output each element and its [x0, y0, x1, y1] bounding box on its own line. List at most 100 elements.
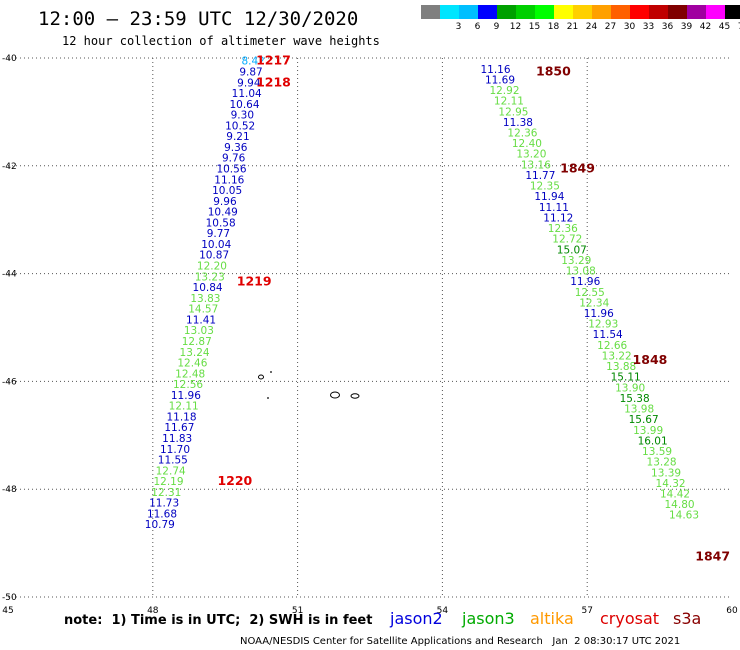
wave-height-label: 13.16	[521, 159, 551, 171]
wave-height-label: 10.52	[225, 120, 255, 132]
pass-number: 1848	[633, 352, 668, 367]
color-scale-swatch	[440, 5, 459, 19]
wave-height-label: 15.11	[611, 372, 641, 384]
map-title: 12:00 – 23:59 UTC 12/30/2020	[38, 8, 359, 30]
wave-height-label: 11.96	[171, 390, 201, 402]
wave-height-label: 11.12	[543, 212, 573, 224]
y-tick-label: -44	[2, 270, 17, 280]
color-scale-swatch	[687, 5, 706, 19]
y-tick-label: -48	[2, 485, 17, 495]
island-crozet-4	[270, 371, 272, 373]
color-scale-swatch	[516, 5, 535, 19]
wave-height-label: 10.05	[212, 185, 242, 197]
wave-height-label: 12.40	[512, 138, 542, 150]
color-scale-label: 30	[623, 22, 636, 32]
x-tick-label: 45	[2, 606, 13, 616]
wave-height-label: 11.96	[570, 276, 600, 288]
wave-height-label: 10.79	[145, 519, 175, 531]
wave-height-label: 14.57	[188, 304, 218, 316]
pass-number: 1219	[237, 274, 272, 289]
wave-height-label: 12.72	[552, 234, 582, 246]
color-scale-swatch	[459, 5, 478, 19]
wave-height-label: 11.16	[480, 64, 510, 76]
wave-height-label: 10.58	[206, 217, 236, 229]
wave-height-label: 9.96	[213, 196, 237, 208]
wave-height-label: 11.73	[149, 498, 179, 510]
wave-height-label: 12.11	[494, 96, 524, 108]
wave-height-label: 12.87	[182, 336, 212, 348]
wave-height-label: 9.76	[222, 153, 246, 165]
color-scale-label: 33	[642, 22, 655, 32]
color-scale-swatch	[497, 5, 516, 19]
wave-height-label: 12.93	[588, 319, 618, 331]
wave-height-label: 11.68	[147, 508, 177, 520]
map-grid	[8, 57, 732, 598]
wave-height-label: 11.38	[503, 117, 533, 129]
wave-height-label: 11.16	[214, 174, 244, 186]
color-scale-label: 36	[661, 22, 674, 32]
satellite-name: s3a	[673, 609, 702, 628]
wave-height-label: 12.92	[489, 85, 519, 97]
color-scale-swatch	[668, 5, 687, 19]
island-crozet-3	[258, 374, 264, 380]
x-tick-label: 54	[437, 606, 449, 616]
wave-height-label: 10.04	[201, 239, 231, 251]
island-outlines	[258, 371, 360, 399]
y-tick-label: -42	[2, 162, 17, 172]
x-tick-label: 51	[292, 606, 303, 616]
wave-height-label: 13.83	[190, 293, 220, 305]
wave-height-label: 11.67	[164, 422, 194, 434]
wave-height-label: 12.31	[151, 487, 181, 499]
color-scale-swatch	[725, 5, 740, 19]
wave-height-label: 12.36	[548, 223, 578, 235]
island-crozet-1	[330, 391, 340, 399]
wave-height-label: 11.94	[534, 191, 564, 203]
y-tick-label: -50	[2, 593, 17, 603]
x-tick-label: 57	[581, 606, 592, 616]
wave-height-label: 13.28	[647, 457, 677, 469]
wave-height-label: 12.20	[197, 261, 227, 273]
wave-height-label: 12.46	[177, 358, 207, 370]
wave-height-label: 13.22	[602, 350, 632, 362]
wave-height-label: 12.11	[169, 401, 199, 413]
wave-height-label: 15.38	[620, 393, 650, 405]
color-scale-swatch	[478, 5, 497, 19]
wave-height-label: 12.55	[575, 287, 605, 299]
wave-height-label: 13.23	[195, 271, 225, 283]
footer-credit: NOAA/NESDIS Center for Satellite Applica…	[240, 636, 681, 647]
pass-number: 1849	[560, 160, 595, 175]
wave-height-label: 13.20	[516, 149, 546, 161]
pass-number: 1850	[536, 63, 571, 78]
island-crozet-2	[350, 393, 360, 399]
pass-labels: 1217 1218 1219 1220 1850 1849 1848 1847	[217, 53, 730, 564]
wave-height-label: 11.11	[539, 202, 569, 214]
color-scale-swatch	[630, 5, 649, 19]
wave-height-label: 15.07	[557, 244, 587, 256]
wave-height-label: 11.55	[158, 455, 188, 467]
wave-height-label: 13.88	[606, 361, 636, 373]
color-scale-label: 3	[455, 22, 462, 32]
satellite-name: altika	[530, 609, 574, 628]
color-scale-label: 45	[718, 22, 731, 32]
color-scale-label: 18	[547, 22, 560, 32]
wave-height-label: 11.83	[162, 433, 192, 445]
wave-height-label: 11.18	[166, 411, 196, 423]
wave-height-label: 11.41	[186, 314, 216, 326]
color-scale-label: 42	[699, 22, 712, 32]
satellite-name: jason3	[462, 609, 515, 628]
wave-height-label: 10.87	[199, 250, 229, 262]
wave-height-label: 11.77	[525, 170, 555, 182]
wave-height-label: 12.56	[173, 379, 203, 391]
map-subtitle: 12 hour collection of altimeter wave hei…	[62, 34, 380, 48]
color-scale-swatch	[535, 5, 554, 19]
x-tick-label: 48	[147, 606, 159, 616]
color-scale-label: 39	[680, 22, 693, 32]
pass-number: 1218	[256, 74, 291, 89]
wave-height-tracks: 8.429.879.9411.0410.649.3010.529.219.369…	[145, 56, 699, 532]
wave-height-label: 14.63	[669, 510, 699, 522]
wave-height-label: 13.98	[624, 404, 654, 416]
wave-height-label: 14.32	[656, 478, 686, 490]
wave-height-label: 13.24	[180, 347, 210, 359]
wave-height-label: 9.87	[239, 66, 262, 78]
wave-height-label: 11.69	[485, 74, 515, 86]
